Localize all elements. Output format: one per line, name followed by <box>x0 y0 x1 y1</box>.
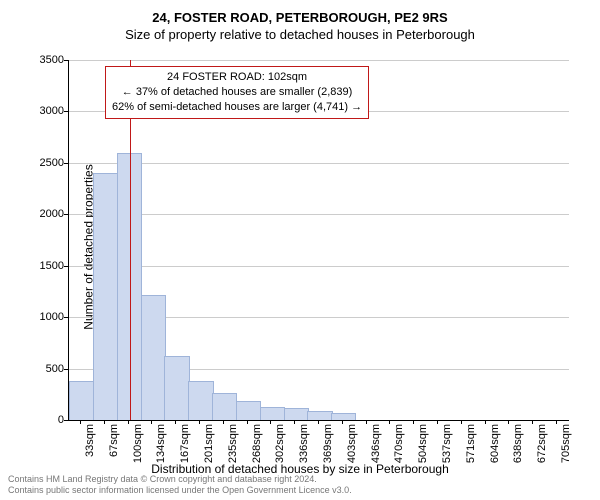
x-tick-mark <box>342 420 343 424</box>
histogram-bar <box>212 393 237 420</box>
x-tick-label: 571sqm <box>465 424 477 484</box>
gridline <box>69 214 569 215</box>
histogram-bar <box>284 408 309 420</box>
histogram-bar <box>236 401 261 421</box>
histogram-bar <box>307 411 332 420</box>
x-tick-label: 470sqm <box>393 424 405 484</box>
x-tick-label: 134sqm <box>155 424 167 484</box>
x-tick-label: 403sqm <box>346 424 358 484</box>
x-tick-mark <box>104 420 105 424</box>
y-tick-label: 500 <box>24 363 64 375</box>
x-tick-mark <box>413 420 414 424</box>
chart-title: 24, FOSTER ROAD, PETERBOROUGH, PE2 9RS <box>0 10 600 27</box>
histogram-bar <box>141 295 166 420</box>
callout-box: 24 FOSTER ROAD: 102sqm ← 37% of detached… <box>105 66 369 119</box>
x-tick-mark <box>128 420 129 424</box>
callout-line: 24 FOSTER ROAD: 102sqm <box>112 70 362 85</box>
x-tick-label: 167sqm <box>179 424 191 484</box>
y-tick-mark <box>64 266 68 267</box>
y-tick-label: 0 <box>24 414 64 426</box>
gridline <box>69 60 569 61</box>
y-tick-label: 1500 <box>24 260 64 272</box>
y-tick-mark <box>64 317 68 318</box>
x-tick-mark <box>389 420 390 424</box>
y-tick-label: 2000 <box>24 208 64 220</box>
x-tick-mark <box>556 420 557 424</box>
x-tick-mark <box>485 420 486 424</box>
y-tick-mark <box>64 214 68 215</box>
gridline <box>69 163 569 164</box>
x-tick-label: 336sqm <box>298 424 310 484</box>
x-tick-label: 604sqm <box>489 424 501 484</box>
y-tick-label: 2500 <box>24 157 64 169</box>
x-tick-mark <box>199 420 200 424</box>
histogram-bar <box>331 413 356 420</box>
x-tick-label: 100sqm <box>132 424 144 484</box>
x-tick-label: 672sqm <box>536 424 548 484</box>
histogram-bar <box>164 356 189 420</box>
y-tick-label: 3000 <box>24 105 64 117</box>
x-tick-mark <box>247 420 248 424</box>
histogram-bar <box>69 381 94 420</box>
y-tick-mark <box>64 60 68 61</box>
callout-line: ← 37% of detached houses are smaller (2,… <box>112 85 362 100</box>
y-tick-mark <box>64 163 68 164</box>
x-tick-mark <box>366 420 367 424</box>
x-tick-label: 436sqm <box>370 424 382 484</box>
x-tick-label: 302sqm <box>274 424 286 484</box>
histogram-bar <box>93 173 118 420</box>
x-tick-label: 268sqm <box>251 424 263 484</box>
histogram-bar <box>260 407 285 420</box>
x-tick-label: 537sqm <box>441 424 453 484</box>
x-tick-mark <box>151 420 152 424</box>
chart-container: 24, FOSTER ROAD, PETERBOROUGH, PE2 9RS S… <box>0 0 600 500</box>
x-tick-mark <box>270 420 271 424</box>
x-tick-label: 504sqm <box>417 424 429 484</box>
gridline <box>69 266 569 267</box>
y-tick-label: 3500 <box>24 54 64 66</box>
x-tick-mark <box>175 420 176 424</box>
x-tick-mark <box>294 420 295 424</box>
x-tick-mark <box>318 420 319 424</box>
x-tick-label: 67sqm <box>108 424 120 484</box>
x-tick-label: 235sqm <box>227 424 239 484</box>
y-tick-mark <box>64 369 68 370</box>
title-block: 24, FOSTER ROAD, PETERBOROUGH, PE2 9RS S… <box>0 0 600 44</box>
x-tick-mark <box>508 420 509 424</box>
chart-subtitle: Size of property relative to detached ho… <box>0 27 600 44</box>
x-tick-label: 705sqm <box>560 424 572 484</box>
plot-area: 24 FOSTER ROAD: 102sqm ← 37% of detached… <box>68 60 569 421</box>
x-tick-label: 638sqm <box>512 424 524 484</box>
y-tick-mark <box>64 111 68 112</box>
y-tick-label: 1000 <box>24 311 64 323</box>
x-tick-mark <box>437 420 438 424</box>
x-tick-label: 369sqm <box>322 424 334 484</box>
x-tick-mark <box>223 420 224 424</box>
callout-line: 62% of semi-detached houses are larger (… <box>112 100 362 115</box>
x-tick-mark <box>461 420 462 424</box>
footer-line: Contains public sector information licen… <box>8 485 352 496</box>
histogram-bar <box>188 381 213 420</box>
x-tick-label: 201sqm <box>203 424 215 484</box>
x-tick-mark <box>80 420 81 424</box>
x-tick-mark <box>532 420 533 424</box>
x-tick-label: 33sqm <box>84 424 96 484</box>
y-tick-mark <box>64 420 68 421</box>
